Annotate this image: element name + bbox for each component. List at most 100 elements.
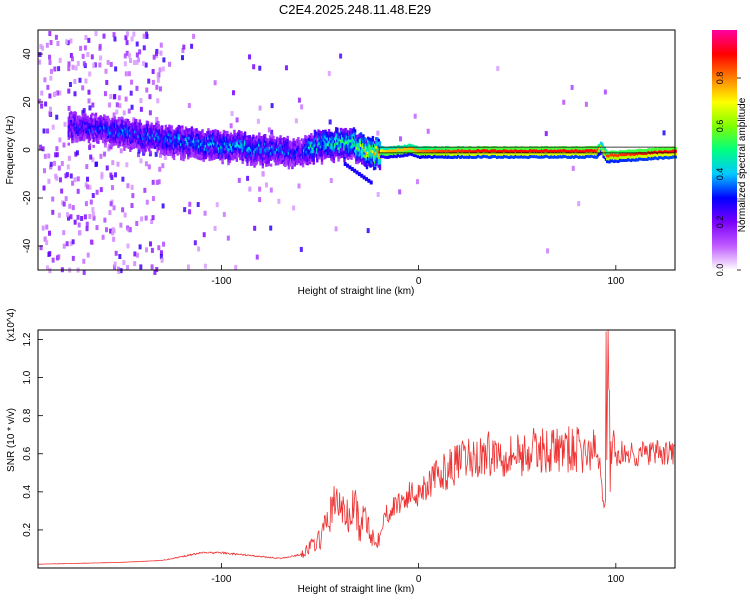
spectrogram-ridge-cell — [189, 154, 192, 158]
spectrogram-noise-cell — [160, 257, 164, 263]
spectrogram-ridge-cell — [260, 135, 263, 139]
spectrogram-ridge-cell — [360, 173, 364, 178]
spectrogram-noise-cell — [133, 251, 137, 257]
spectrogram-noise-cell — [124, 71, 128, 77]
spectrogram-noise-cell — [104, 227, 108, 233]
colorbar-tick-label: 0.6 — [715, 120, 725, 133]
spectrogram-ridge-cell — [178, 131, 182, 135]
spectrogram-ridge-cell — [168, 124, 171, 128]
spectrogram-ridge-cell — [319, 133, 323, 137]
spectrogram-noise-cell — [112, 32, 116, 38]
spectrogram-noise-cell — [57, 254, 61, 260]
spectrogram-ridge-cell — [353, 132, 357, 136]
spectrogram-noise-cell — [65, 212, 69, 218]
spectrogram-ridge-cell — [94, 112, 98, 116]
spectrogram-ridge-cell — [261, 165, 265, 169]
spectrogram-noise-cell — [112, 236, 116, 242]
spectrogram-noise-cell — [89, 199, 93, 205]
spectrogram-noise-cell — [119, 148, 123, 154]
spectrogram-noise-cell — [88, 144, 92, 150]
spectrogram-noise-cell — [222, 211, 226, 217]
spectrogram-ridge-cell — [159, 151, 163, 155]
spectrogram-noise-cell — [562, 99, 566, 105]
spectrogram-ridge-cell — [603, 147, 607, 151]
spectrogram-noise-cell — [82, 108, 86, 114]
spectrogram-ridge-cell — [377, 138, 381, 142]
spectrogram-noise-cell — [71, 239, 75, 245]
spectrogram-noise-cell — [57, 66, 61, 72]
spectrogram-noise-cell — [125, 162, 129, 168]
spectrogram-noise-cell — [496, 65, 500, 71]
spectrogram-noise-cell — [55, 175, 59, 181]
spectrogram-noise-cell — [109, 228, 113, 234]
spectrogram-ridge-cell — [204, 156, 208, 160]
spectrogram-ridge-cell — [216, 130, 220, 134]
spectrogram-ridge-cell — [133, 141, 137, 145]
spectrogram-noise-cell — [261, 171, 265, 177]
spectrogram-ridge-cell — [318, 156, 321, 160]
spectrogram-ridge-cell — [179, 151, 183, 155]
spectrogram-noise-cell — [116, 161, 120, 167]
spectrogram-noise-cell — [62, 201, 66, 207]
spectrogram-ridge-cell — [288, 160, 292, 164]
spectrogram-noise-cell — [162, 57, 166, 63]
spectrogram-noise-cell — [187, 103, 191, 109]
spectrogram-noise-cell — [57, 165, 61, 171]
spectrogram-ridge-cell — [286, 138, 289, 142]
spectrogram-noise-cell — [92, 215, 96, 221]
spectrogram-noise-cell — [76, 176, 80, 182]
spectrogram-ridge-cell — [75, 139, 79, 143]
spectrogram-noise-cell — [571, 165, 575, 171]
spectrogram-noise-cell — [121, 207, 125, 213]
spectrogram-ridge-cell — [146, 121, 150, 125]
spectrogram-noise-cell — [64, 196, 68, 202]
spectrogram-noise-cell — [57, 212, 61, 218]
spectrogram-noise-cell — [269, 225, 273, 231]
spectrogram-ridge-cell — [369, 180, 373, 185]
spectrogram-ridge-cell — [193, 128, 196, 132]
spectrogram-noise-cell — [157, 179, 161, 185]
spectrogram-noise-cell — [40, 103, 44, 109]
spectrogram-noise-cell — [41, 225, 45, 231]
spectrogram-ridge-cell — [312, 158, 315, 162]
spectrogram-noise-cell — [413, 113, 417, 119]
snr-y-tick-label: 0.4 — [22, 484, 33, 498]
colorbar: 0.0 0.2 0.4 0.6 0.8 Normalized spectral ampl… — [712, 30, 748, 276]
spectrogram-noise-cell — [106, 59, 110, 65]
spectrogram-ridge-cell — [84, 113, 87, 117]
spectrogram-noise-cell — [256, 118, 260, 124]
spectrogram-noise-cell — [183, 207, 187, 213]
spectrogram-ridge-cell — [142, 148, 145, 152]
spectrogram-noise-cell — [38, 52, 42, 58]
spectrogram-noise-cell — [43, 77, 47, 83]
spectrogram-ridge-cell — [344, 127, 347, 131]
spectrogram-ridge-cell — [297, 137, 300, 141]
spectrogram-ridge-cell — [181, 128, 184, 132]
spectrogram-noise-cell — [151, 196, 155, 202]
spectrogram-ridge-cell — [306, 162, 310, 166]
spectrogram-noise-cell — [145, 31, 149, 37]
spectrogram-ridge-cell — [246, 160, 249, 164]
spectrogram-ridge-cell — [92, 144, 95, 148]
spectrogram-ridge-cell — [299, 162, 302, 166]
spectrogram-ridge-cell — [350, 156, 353, 160]
spectrogram-ridge-cell — [227, 162, 230, 166]
spectrogram-noise-cell — [156, 98, 160, 104]
spectrogram-ridge-cell — [342, 131, 345, 135]
spectrogram-noise-cell — [113, 261, 117, 267]
spectrogram-ridge-cell — [246, 162, 249, 166]
spectrogram-noise-cell — [66, 40, 70, 46]
spectrogram-noise-cell — [67, 61, 71, 67]
spectrogram-ridge-cell — [291, 163, 294, 167]
spectrogram-noise-cell — [130, 36, 134, 42]
spectrogram-noise-cell — [39, 43, 43, 49]
spectrogram-noise-cell — [297, 97, 301, 103]
spectrogram-ridge-cell — [604, 149, 608, 153]
spectrogram-ridge-cell — [127, 120, 131, 124]
spectrogram-noise-cell — [39, 100, 43, 106]
spectrogram-ridge-cell — [267, 163, 270, 167]
spectrogram-noise-cell — [284, 65, 288, 71]
spectrogram-noise-cell — [161, 66, 165, 72]
spectrogram-ridge-cell — [266, 138, 269, 142]
spectrogram-noise-cell — [54, 152, 58, 158]
